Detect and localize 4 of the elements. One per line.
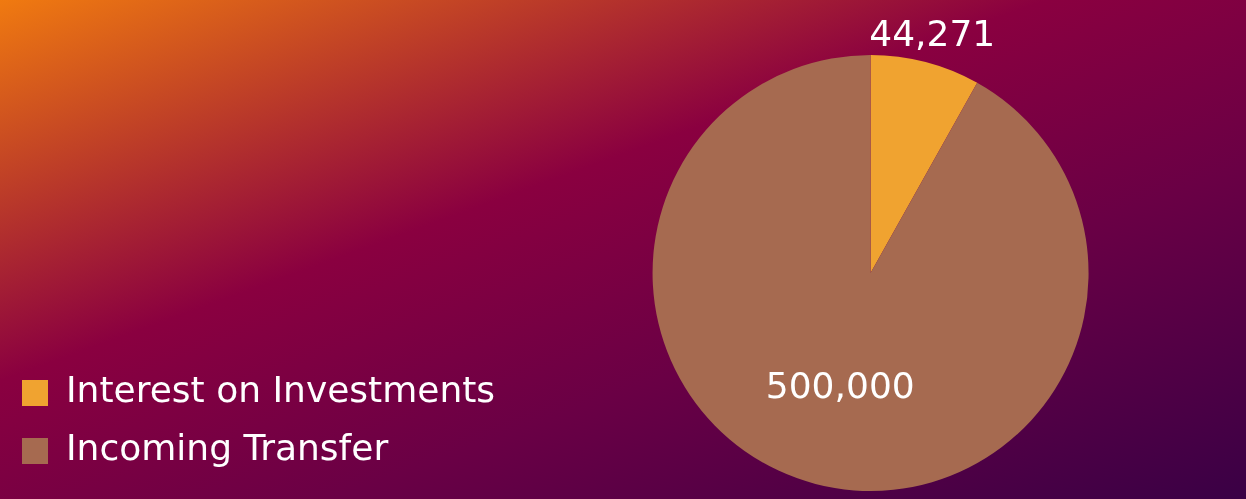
- legend-label: Interest on Investments: [66, 369, 496, 411]
- legend-label: Incoming Transfer: [66, 427, 389, 469]
- data-label: 44,271: [869, 13, 996, 55]
- data-label: 500,000: [765, 365, 915, 407]
